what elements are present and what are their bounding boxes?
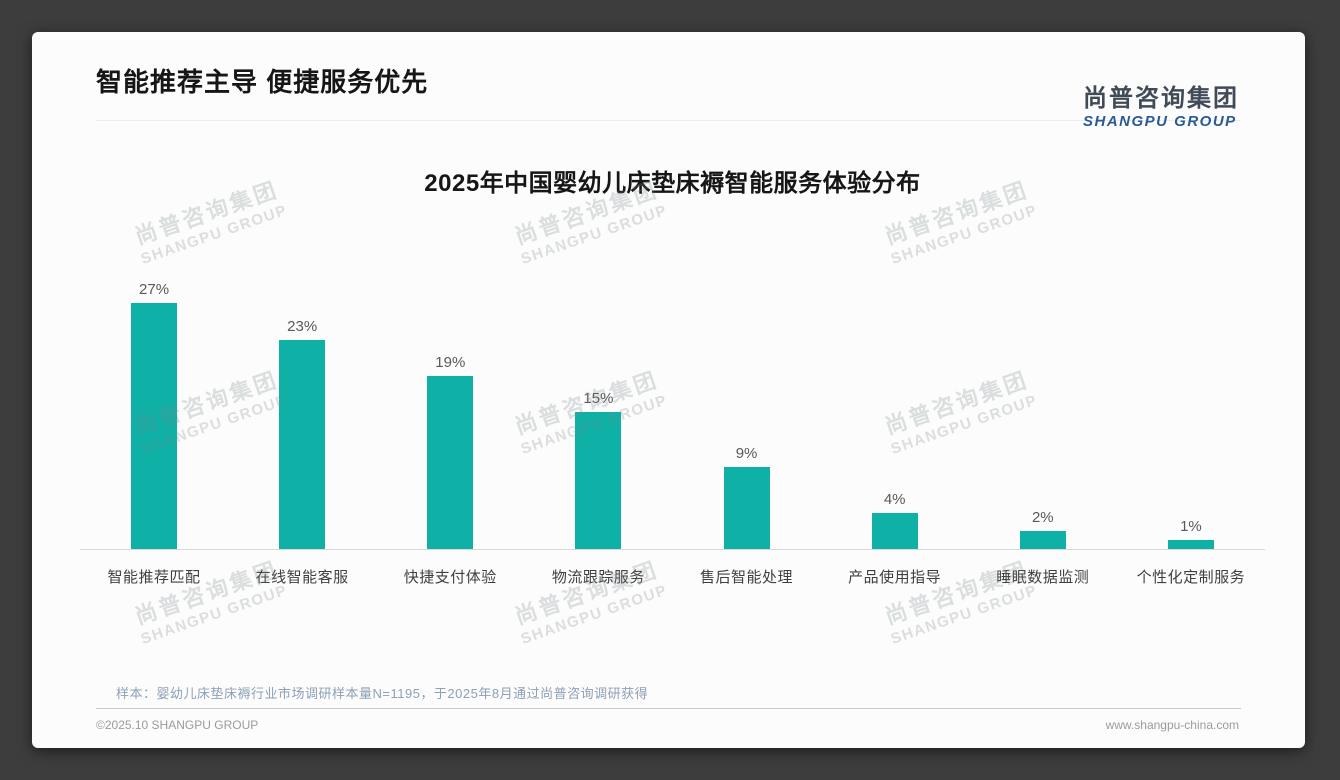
header-divider [96,120,1241,121]
bar [723,467,770,549]
bar-column: 2% [969,509,1117,549]
bar-value-label: 1% [1180,518,1202,535]
bar-value-label: 4% [883,491,906,508]
bar-column: 1% [1117,518,1265,549]
category-axis: 智能推荐匹配 在线智能客服 快捷支付体验 物流跟踪服务 售后智能处理 产品使用指导 睡眠数据… [80,550,1265,587]
chart-title: 2025年中国婴幼儿床垫床褥智能服务体验分布 [424,170,921,197]
bar [1167,540,1214,549]
bar [131,303,178,549]
bar-category-label: 物流跟踪服务 [551,569,645,586]
bar-value-label: 19% [435,354,466,371]
page-title: 智能推荐主导 便捷服务优先 [96,67,429,97]
footer-divider [96,708,1241,709]
bar-value-label: 2% [1031,509,1054,526]
bar-column: 23% [228,318,376,549]
bar [575,412,622,549]
bar-category-label: 睡眠数据监测 [996,569,1090,586]
bar-column: 19% [376,354,524,549]
bar-category-label: 快捷支付体验 [403,569,497,586]
bar-column: 15% [524,390,672,549]
bar-chart: 2025年中国婴幼儿床垫床褥智能服务体验分布 27% 23% 19% 15% 9% 4% 2… [80,169,1265,587]
bar-column: 27% [80,281,228,549]
bar-chart-plot: 27% 23% 19% 15% 9% 4% 2% 1% [80,277,1265,550]
bar-column: 4% [821,491,969,549]
sample-note: 样本：婴幼儿床垫床褥行业市场调研样本量N=1195，于2025年8月通过尚普咨询… [116,686,649,701]
bar-category-label: 智能推荐匹配 [107,569,201,586]
bar-value-label: 27% [139,281,170,298]
bar [871,513,918,549]
bar-value-label: 15% [583,390,614,407]
logo-english-name: SHANGPU GROUP [1083,113,1237,130]
logo-chinese-name: 尚普咨询集团 [1083,85,1239,112]
bar-category-label: 售后智能处理 [700,569,794,586]
slide-card: 智能推荐主导 便捷服务优先 尚普咨询集团 SHANGPU GROUP 2025年… [32,32,1305,748]
bar-value-label: 23% [287,318,318,335]
footer-copyright: ©2025.10 SHANGPU GROUP [96,718,259,732]
footer: ©2025.10 SHANGPU GROUP www.shangpu-china… [32,709,1305,732]
footer-website: www.shangpu-china.com [1105,718,1239,732]
bar [427,376,474,549]
bar-value-label: 9% [735,445,758,462]
company-logo: 尚普咨询集团 SHANGPU GROUP [1083,86,1239,132]
bar-column: 9% [673,445,821,549]
bar-category-label: 在线智能客服 [255,569,349,586]
header: 智能推荐主导 便捷服务优先 尚普咨询集团 SHANGPU GROUP [32,32,1305,130]
bar [279,340,326,549]
bar-category-label: 产品使用指导 [848,569,942,586]
bar-category-label: 个性化定制服务 [1136,569,1246,586]
bar [1019,531,1066,549]
